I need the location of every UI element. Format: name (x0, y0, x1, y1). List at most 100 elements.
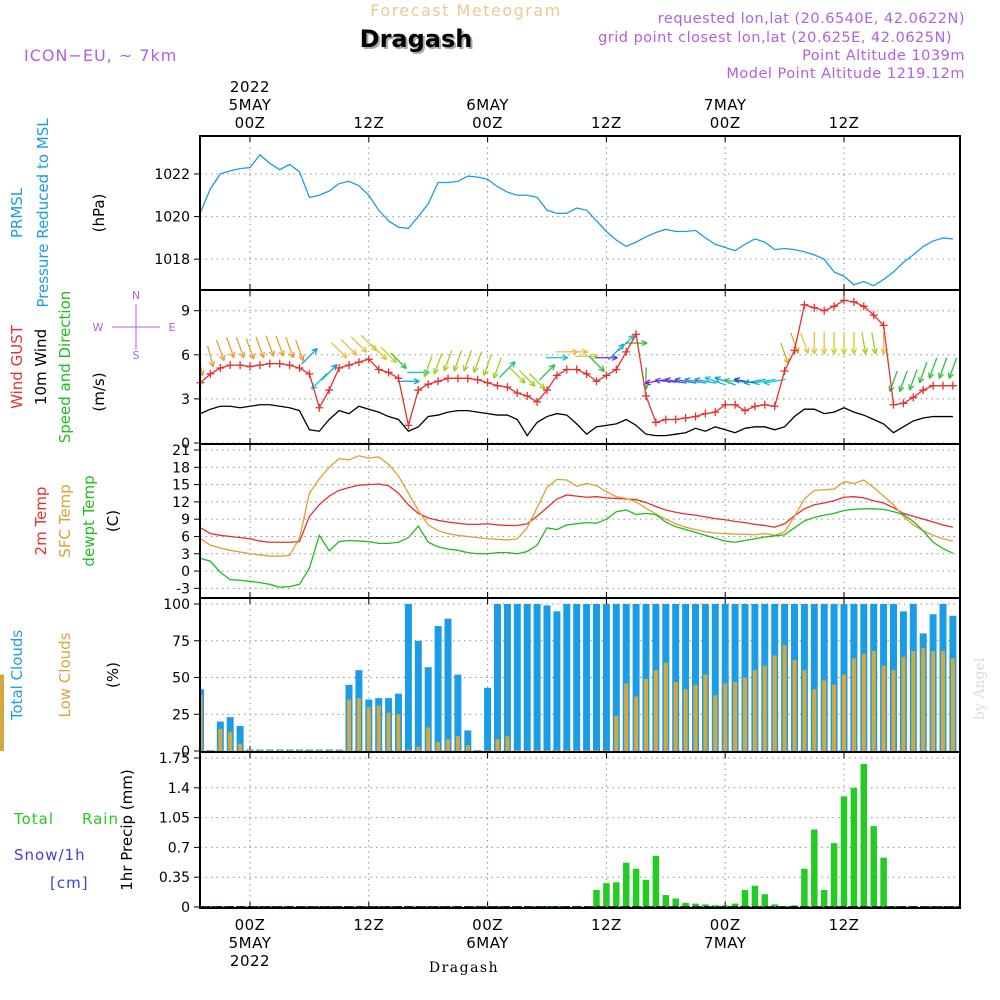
gust-marker (216, 364, 225, 373)
bar-clouds-1 (267, 750, 272, 751)
wind-arrow-head (591, 353, 598, 357)
wind-arrow-head (532, 380, 536, 387)
bar-clouds-0 (573, 604, 581, 751)
time-label-bottom: 12Z (829, 916, 860, 934)
wind-arrow-head (509, 361, 516, 365)
wind-arrow-head (253, 353, 256, 360)
bar-clouds-1 (941, 651, 945, 751)
wind-arrow-head (529, 383, 536, 387)
y-tick-label: 9 (181, 512, 190, 528)
bar-clouds-1 (624, 683, 629, 751)
line-wind-1 (200, 404, 953, 437)
gust-marker (632, 330, 641, 339)
wind-arrow-head (519, 380, 526, 384)
gust-marker (206, 369, 215, 378)
gust-marker (899, 399, 908, 408)
bar-clouds-1 (406, 749, 411, 751)
ylabel-temperature: 2m Temp (32, 487, 50, 556)
wind-arrow-head (723, 377, 730, 381)
gust-marker (820, 306, 829, 315)
requested-coords: requested lon,lat (20.6540E, 42.0622N) (658, 11, 965, 27)
wind-arrow-head (298, 356, 304, 362)
wind-arrow-head (644, 382, 652, 386)
wind-arrow (330, 342, 348, 359)
wind-arrow-head (423, 370, 426, 377)
wind-arrow-head (492, 372, 495, 379)
bar-precip-0 (662, 895, 670, 907)
bar-clouds-0 (464, 730, 472, 751)
wind-arrow-head (937, 372, 940, 379)
wind-arrow-head (883, 348, 887, 355)
wind-arrow-head (229, 353, 235, 359)
wind-arrow-head (654, 379, 661, 384)
bar-clouds-1 (574, 750, 579, 751)
bar-precip-0 (721, 905, 729, 907)
wind-arrow (370, 343, 387, 361)
wind-arrow (871, 332, 877, 354)
wind-arrow-head (582, 351, 588, 356)
gust-marker (513, 389, 522, 398)
gust-marker (473, 375, 482, 384)
gust-marker (711, 408, 720, 417)
wind-arrow-head (753, 379, 760, 384)
wind-arrow-head (865, 347, 868, 355)
wind-arrow-head (830, 348, 835, 355)
gust-marker (295, 364, 304, 373)
wind-arrow (509, 367, 526, 384)
gust-marker (404, 421, 413, 430)
ylabel-temperature: SFC Temp (56, 484, 74, 557)
compass-south: S (133, 349, 140, 362)
bar-clouds-1 (842, 674, 846, 751)
wind-arrow-head (664, 378, 671, 384)
gust-marker (345, 361, 353, 370)
bar-clouds-0 (444, 618, 452, 751)
wind-arrow-head (201, 369, 205, 377)
bar-clouds-0 (533, 604, 541, 751)
panels: 1018 1020 1022 PRMSL Pressure Reduced to MSL… (0, 118, 961, 916)
bar-clouds-0 (563, 604, 571, 751)
ylabel-wind: 10m Wind (32, 329, 50, 405)
gust-marker (285, 361, 294, 370)
gust-marker (354, 358, 363, 367)
bar-clouds-0 (632, 604, 640, 751)
bar-clouds-1 (495, 739, 500, 751)
gust-marker (453, 374, 462, 383)
bar-clouds-1 (386, 712, 391, 751)
wind-arrow-head (763, 379, 770, 384)
wind-arrow-head (288, 353, 294, 359)
gust-marker (830, 302, 839, 311)
gust-marker (622, 347, 631, 356)
bar-precip-0 (741, 889, 749, 907)
wind-arrow-head (483, 370, 489, 376)
gust-marker (642, 391, 650, 400)
bar-clouds-0 (830, 604, 838, 751)
gust-marker (651, 418, 660, 427)
wind-arrow-head (909, 385, 915, 391)
bar-clouds-1 (594, 750, 599, 751)
gust-marker (691, 412, 700, 421)
wind-arrow-head (674, 377, 681, 380)
wind-arrow-head (807, 347, 810, 354)
gust-marker (533, 397, 542, 406)
bar-clouds-1 (752, 670, 757, 751)
wind-arrow-head (664, 377, 671, 380)
bar-clouds-1 (901, 656, 906, 751)
wind-arrow-head (272, 350, 275, 357)
wind-arrow-head (311, 347, 318, 352)
wind-arrow-head (880, 348, 885, 355)
wind-arrow (694, 378, 717, 384)
bar-clouds-1 (663, 662, 668, 751)
bar-clouds-1 (762, 665, 767, 751)
bar-clouds-0 (672, 604, 680, 751)
gust-marker (582, 369, 591, 378)
wind-arrow (734, 378, 756, 384)
y-tick-label: 50 (172, 671, 190, 687)
bar-precip-0 (761, 894, 769, 907)
wind-arrow-head (538, 386, 546, 390)
gust-marker (929, 381, 938, 390)
bar-clouds-1 (446, 739, 450, 751)
bar-precip-0 (830, 843, 838, 907)
bar-clouds-1 (200, 695, 203, 751)
bar-precip-0 (811, 829, 818, 907)
bar-precip-0 (870, 826, 877, 907)
